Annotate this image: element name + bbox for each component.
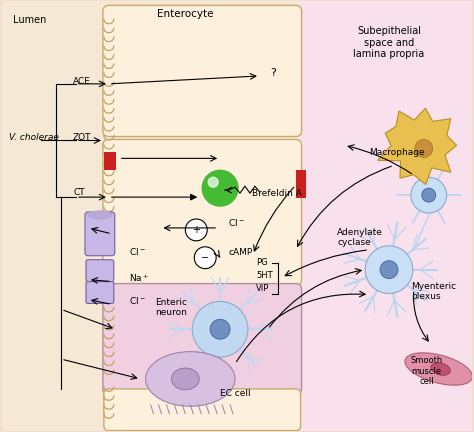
Text: Subepithelial
space and
lamina propria: Subepithelial space and lamina propria [354,26,425,60]
Bar [296,170,306,198]
Text: PG: PG [256,257,267,267]
Text: CT: CT [73,188,85,197]
Circle shape [194,247,216,269]
Ellipse shape [405,353,473,385]
Text: Enteric
neuron: Enteric neuron [155,298,188,318]
Ellipse shape [146,352,235,406]
Bar [300,1,473,431]
Text: 5HT: 5HT [256,270,273,280]
Text: Cl$^-$: Cl$^-$ [228,217,245,228]
Text: Lumen: Lumen [13,15,47,25]
Circle shape [210,319,230,339]
Text: VIP: VIP [256,283,269,292]
Circle shape [411,177,447,213]
Polygon shape [378,108,456,184]
Text: Smooth
muscle
cell: Smooth muscle cell [410,356,443,386]
Circle shape [192,302,248,357]
FancyBboxPatch shape [104,389,301,431]
FancyBboxPatch shape [103,5,301,137]
Text: cAMP: cAMP [228,248,252,257]
Circle shape [202,170,238,206]
Text: Na$^+$: Na$^+$ [129,272,149,283]
Text: ACE: ACE [73,77,91,86]
Text: Cl$^-$: Cl$^-$ [129,246,146,257]
FancyBboxPatch shape [86,260,114,282]
Text: Cl$^-$: Cl$^-$ [129,295,146,306]
Circle shape [208,177,218,187]
Text: ZOT: ZOT [73,133,91,143]
Text: V. cholerae: V. cholerae [9,133,59,143]
Circle shape [415,140,433,157]
Circle shape [185,219,207,241]
FancyBboxPatch shape [103,140,301,286]
FancyBboxPatch shape [85,212,115,256]
Bar [1,1,106,431]
Text: Myenteric
plexus: Myenteric plexus [411,282,456,302]
Ellipse shape [172,368,199,390]
Text: +: + [192,225,200,235]
Text: ?: ? [270,68,276,78]
FancyBboxPatch shape [86,282,114,303]
Text: Enterocyte: Enterocyte [157,9,214,19]
Text: EC cell: EC cell [220,389,251,398]
Circle shape [422,188,436,202]
FancyBboxPatch shape [103,283,301,395]
Circle shape [365,246,413,293]
Circle shape [380,260,398,279]
Text: Adenylate
cyclase: Adenylate cyclase [337,228,383,248]
Ellipse shape [431,363,450,375]
Ellipse shape [88,211,112,219]
Text: Macrophage: Macrophage [369,149,425,157]
Bar [106,1,300,431]
Text: −: − [201,253,209,263]
Text: Brefeldin A: Brefeldin A [252,189,302,198]
Bar [104,152,116,170]
